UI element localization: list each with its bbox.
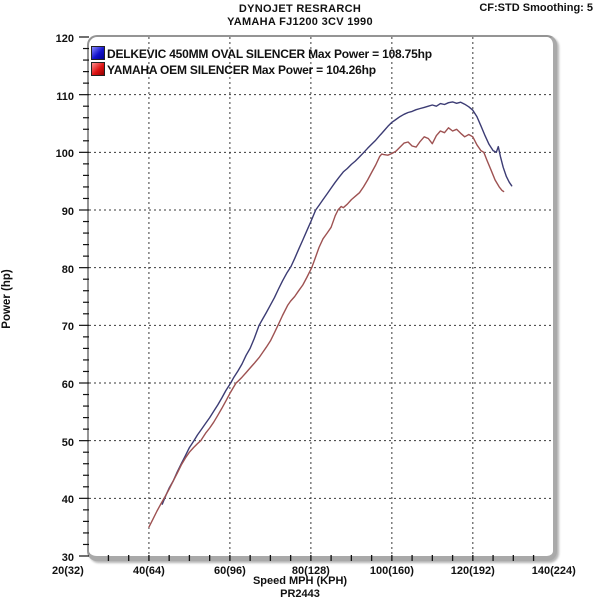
x-tick-label: 80(128) (291, 565, 330, 577)
y-tick-label: 110 (56, 90, 74, 103)
y-tick-label: 70 (61, 321, 74, 334)
smoothing-label: CF:STD Smoothing: 5 (479, 2, 593, 14)
y-tick-label: 30 (61, 552, 74, 564)
y-axis-ticks (79, 36, 89, 557)
x-tick-label: 60(96) (213, 565, 246, 577)
y-tick-label: 90 (61, 206, 74, 218)
legend: DELKEVIC 450MM OVAL SILENCER Max Power =… (91, 46, 432, 78)
plot-area (89, 37, 553, 556)
plot-frame: 120 110 100 90 80 70 60 50 40 30 20(32) 40(64) 60(9… (52, 33, 576, 577)
y-tick-label: 60 (61, 379, 74, 391)
legend-swatch-blue-icon (91, 46, 105, 60)
y-tick-label: 80 (61, 263, 74, 276)
y-tick-label: 50 (61, 436, 74, 449)
y-tick-label: 40 (61, 494, 74, 507)
legend-text-oem: YAMAHA OEM SILENCER Max Power = 104.26hp (107, 63, 376, 77)
legend-item-oem: YAMAHA OEM SILENCER Max Power = 104.26hp (91, 62, 432, 78)
x-tick-label: 140(224) (531, 565, 576, 577)
y-tick-label: 120 (55, 33, 74, 45)
legend-swatch-red-icon (91, 62, 105, 76)
x-axis-label: Speed MPH (KPH) (252, 575, 348, 587)
x-axis-ticks (107, 555, 535, 561)
y-tick-label: 100 (55, 148, 74, 161)
page-subtitle: YAMAHA FJ1200 3CV 1990 (227, 16, 373, 28)
legend-text-delkevic: DELKEVIC 450MM OVAL SILENCER Max Power =… (107, 47, 432, 61)
page-title: DYNOJET RESRARCH (238, 3, 362, 15)
x-tick-label: 100(160) (369, 565, 414, 577)
x-tick-label: 40(64) (132, 565, 165, 577)
chart-code: PR2443 (280, 588, 320, 600)
x-tick-label: 20(32) (52, 565, 84, 577)
y-axis-label: Power (hp) (1, 269, 13, 329)
legend-item-delkevic: DELKEVIC 450MM OVAL SILENCER Max Power =… (91, 46, 432, 62)
x-tick-label: 120(192) (450, 565, 495, 577)
